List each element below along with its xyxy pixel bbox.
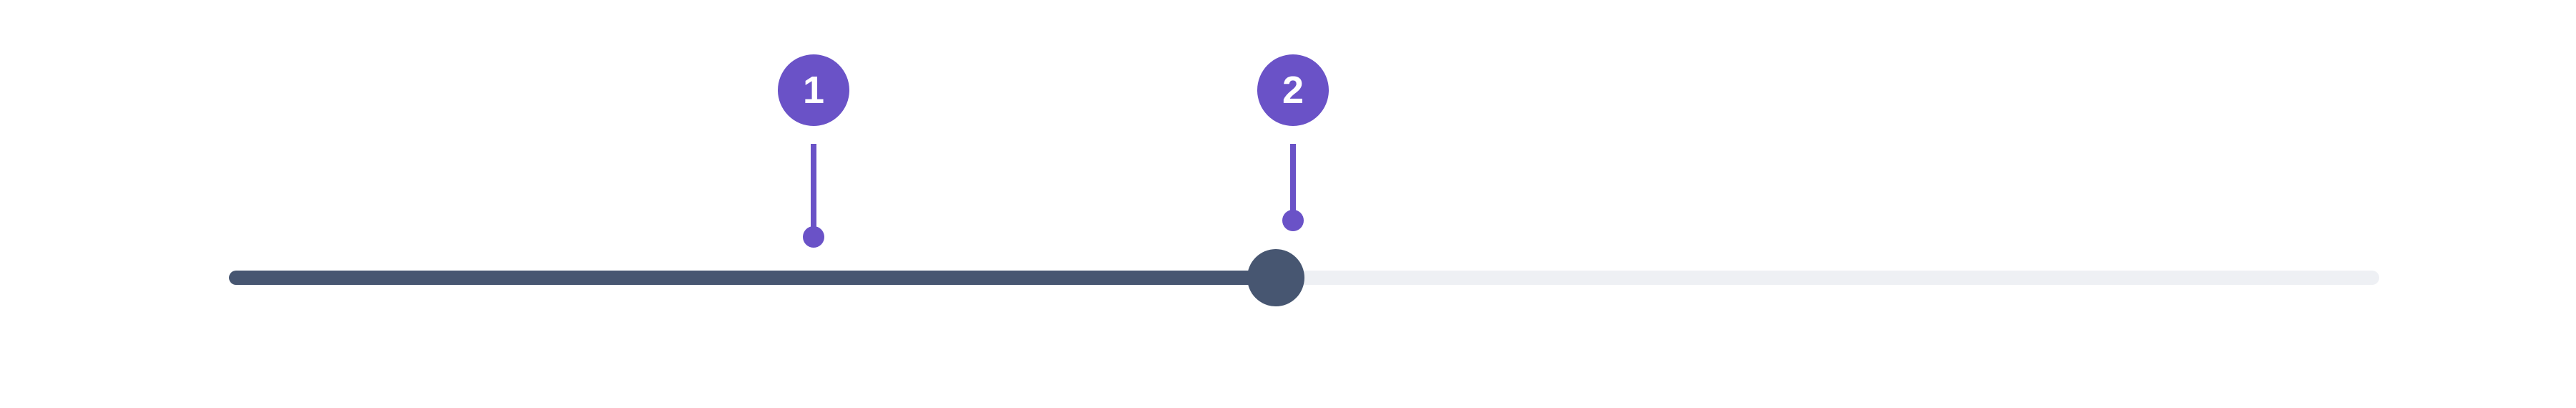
annotation-pointer-dot [803,226,824,248]
annotation-badge: 2 [1257,54,1329,126]
annotation-leader-line [1290,144,1296,223]
annotation-badge: 1 [778,54,849,126]
slider-fill [229,271,1277,285]
annotation-leader-line [811,144,816,237]
slider-thumb[interactable] [1247,249,1305,306]
annotation-pointer-dot [1282,210,1304,231]
